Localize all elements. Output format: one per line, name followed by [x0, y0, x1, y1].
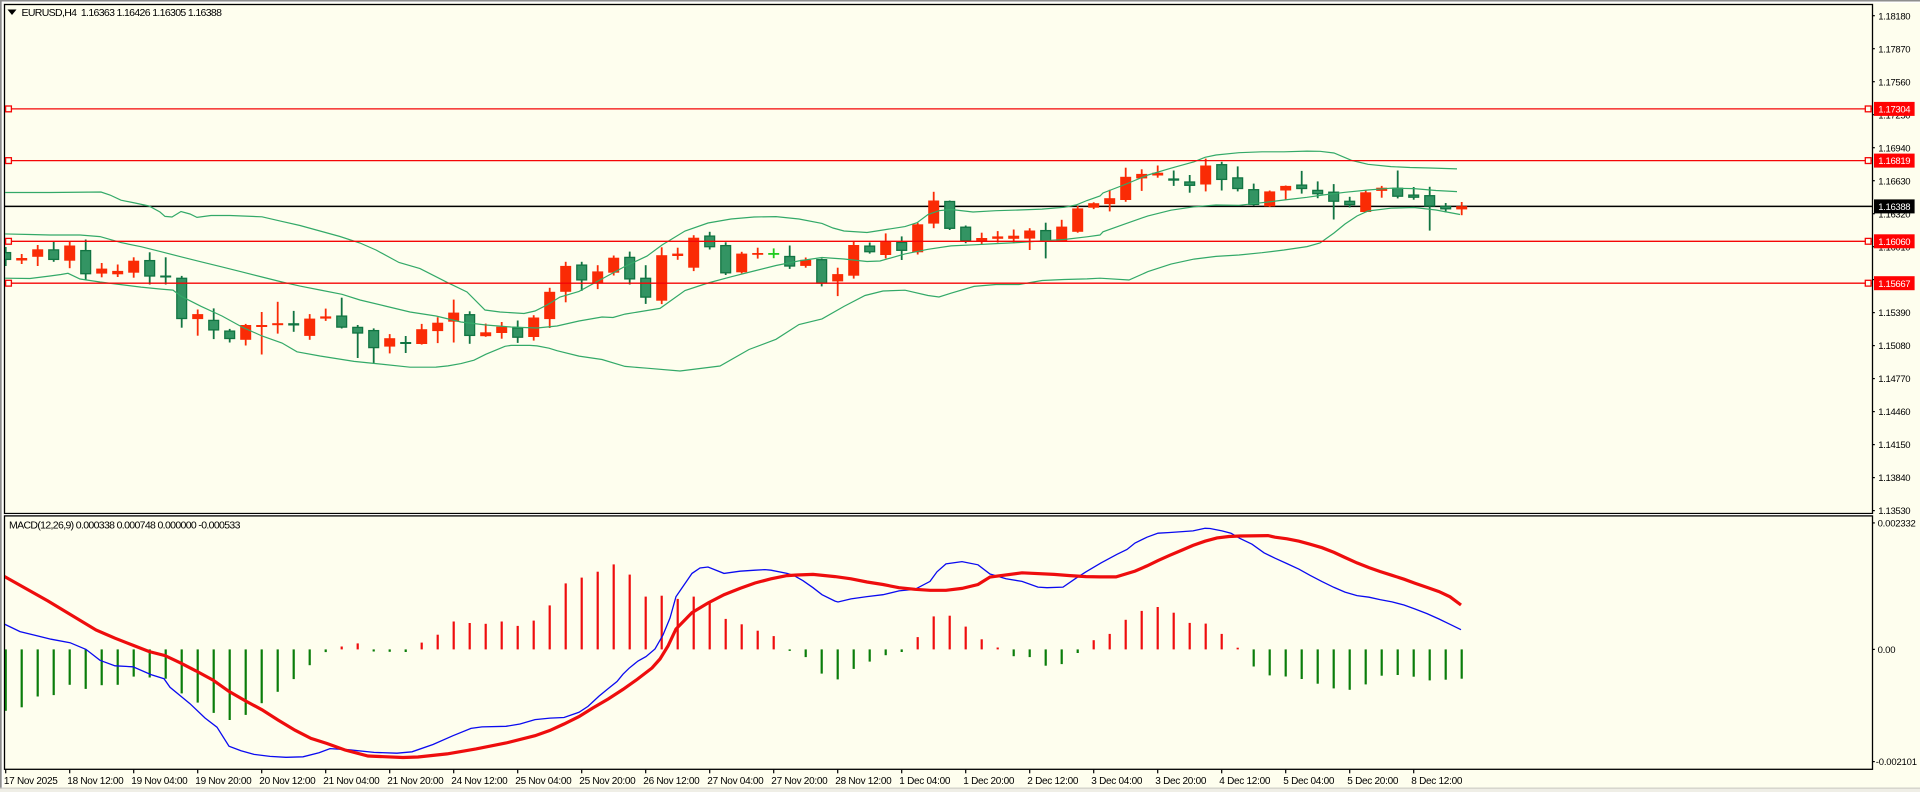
svg-text:5 Dec 04:00: 5 Dec 04:00 [1283, 776, 1335, 787]
svg-text:1.15390: 1.15390 [1878, 308, 1910, 319]
svg-text:-0.002101: -0.002101 [1876, 757, 1917, 768]
svg-text:21 Nov 04:00: 21 Nov 04:00 [323, 776, 380, 787]
svg-text:1.15667: 1.15667 [1878, 279, 1910, 290]
svg-text:1 Dec 04:00: 1 Dec 04:00 [899, 776, 951, 787]
svg-text:MACD(12,26,9) 0.000338 0.00074: MACD(12,26,9) 0.000338 0.000748 0.000000… [9, 520, 241, 532]
svg-text:1.16388: 1.16388 [1878, 202, 1910, 213]
svg-text:20 Nov 12:00: 20 Nov 12:00 [259, 776, 316, 787]
svg-text:24 Nov 12:00: 24 Nov 12:00 [451, 776, 508, 787]
svg-text:EURUSD,H4 1.16363 1.16426 1.1: EURUSD,H4 1.16363 1.16426 1.16305 1.1638… [22, 7, 223, 19]
svg-text:3 Dec 20:00: 3 Dec 20:00 [1155, 776, 1207, 787]
svg-text:19 Nov 04:00: 19 Nov 04:00 [131, 776, 188, 787]
svg-text:1.16819: 1.16819 [1878, 156, 1910, 167]
svg-text:19 Nov 20:00: 19 Nov 20:00 [195, 776, 252, 787]
svg-text:1.16630: 1.16630 [1878, 176, 1910, 187]
svg-text:1.17304: 1.17304 [1878, 105, 1910, 116]
svg-text:1.16940: 1.16940 [1878, 143, 1910, 154]
svg-text:3 Dec 04:00: 3 Dec 04:00 [1091, 776, 1143, 787]
svg-text:26 Nov 12:00: 26 Nov 12:00 [643, 776, 700, 787]
svg-text:1.14460: 1.14460 [1878, 407, 1910, 418]
svg-text:4 Dec 12:00: 4 Dec 12:00 [1219, 776, 1271, 787]
svg-text:1.17870: 1.17870 [1878, 44, 1910, 55]
svg-text:1.13840: 1.13840 [1878, 473, 1910, 484]
svg-text:18 Nov 12:00: 18 Nov 12:00 [67, 776, 124, 787]
svg-text:0.002332: 0.002332 [1878, 519, 1916, 530]
svg-text:1.14770: 1.14770 [1878, 374, 1910, 385]
svg-text:28 Nov 12:00: 28 Nov 12:00 [835, 776, 892, 787]
svg-text:1.14150: 1.14150 [1878, 440, 1910, 451]
svg-text:5 Dec 20:00: 5 Dec 20:00 [1347, 776, 1399, 787]
svg-text:1.15080: 1.15080 [1878, 341, 1910, 352]
svg-text:27 Nov 04:00: 27 Nov 04:00 [707, 776, 764, 787]
svg-text:2 Dec 12:00: 2 Dec 12:00 [1027, 776, 1079, 787]
svg-text:21 Nov 20:00: 21 Nov 20:00 [387, 776, 444, 787]
svg-text:1.18180: 1.18180 [1878, 11, 1910, 22]
svg-text:17 Nov 2025: 17 Nov 2025 [4, 776, 58, 787]
svg-text:1.16320: 1.16320 [1878, 209, 1910, 220]
svg-text:1.16060: 1.16060 [1878, 237, 1910, 248]
svg-text:25 Nov 20:00: 25 Nov 20:00 [579, 776, 636, 787]
svg-text:8 Dec 12:00: 8 Dec 12:00 [1411, 776, 1463, 787]
svg-text:1.13530: 1.13530 [1878, 506, 1910, 517]
svg-text:1 Dec 20:00: 1 Dec 20:00 [963, 776, 1015, 787]
svg-text:0.00: 0.00 [1878, 645, 1896, 656]
svg-text:1.17560: 1.17560 [1878, 77, 1910, 88]
svg-text:27 Nov 20:00: 27 Nov 20:00 [771, 776, 828, 787]
svg-text:25 Nov 04:00: 25 Nov 04:00 [515, 776, 572, 787]
